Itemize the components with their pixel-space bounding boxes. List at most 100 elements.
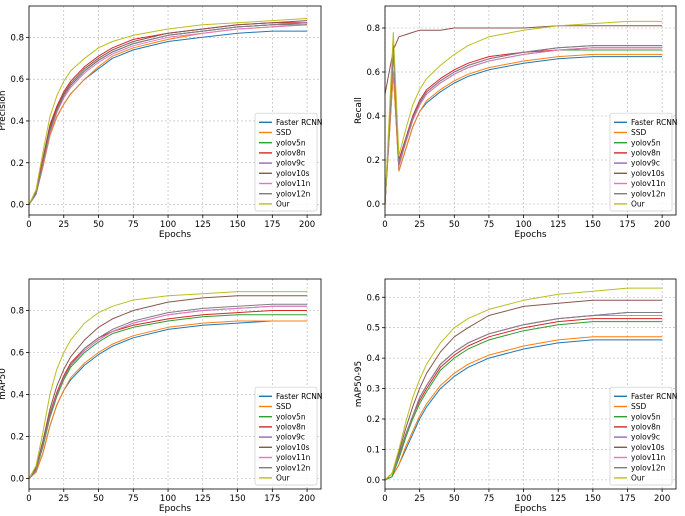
map50-legend-label: yolov8n xyxy=(276,423,306,432)
map50-xtick-label: 175 xyxy=(264,494,280,504)
map50-95-ytick-label: 0.2 xyxy=(366,415,380,425)
precision-legend-label: yolov5n xyxy=(276,138,306,147)
map50-series-line-our xyxy=(28,291,308,479)
recall-series-line-yolov10s xyxy=(384,25,663,95)
map50-legend-label: yolov5n xyxy=(276,412,306,421)
map50-xtick-label: 100 xyxy=(160,494,176,504)
recall-ytick-label: 0.8 xyxy=(366,24,380,34)
map50-series-line-yolov12n xyxy=(28,303,308,479)
precision-chart-panel: 0 25 50 75 100 125 150 175 200 0.0 0.2 0.4 0.6 0.8 Epo… xyxy=(0,5,322,240)
map50-ytick-label: 0.6 xyxy=(10,349,24,359)
map50-legend-label: Faster RCNN xyxy=(276,392,322,401)
map50-series-line-ssd xyxy=(28,320,308,479)
map50-legend xyxy=(254,386,318,486)
map50-95-ytick-label: 0.3 xyxy=(366,385,380,395)
recall-xtick-label: 150 xyxy=(585,220,601,230)
precision-ytick-label: 0.6 xyxy=(10,75,24,85)
map50-legend-label: yolov11n xyxy=(276,453,311,462)
map50-95-series-line-ssd xyxy=(384,336,663,481)
precision-series-line-our xyxy=(28,18,308,205)
map50-95-xtick-label: 150 xyxy=(585,494,601,504)
precision-yaxis-title: Precision xyxy=(0,90,8,130)
precision-xtick-label: 75 xyxy=(128,220,139,230)
map50-xtick-label: 0 xyxy=(26,494,31,504)
precision-legend-label: yolov12n xyxy=(276,189,311,198)
map50-ytick-label: 0.0 xyxy=(10,475,24,485)
map50-series-line-yolov10s xyxy=(28,295,308,479)
map50-axes-frame xyxy=(28,278,322,490)
precision-legend-label: yolov9c xyxy=(276,159,305,168)
map50-95-xtick-label: 75 xyxy=(484,494,495,504)
map50-xtick-label: 50 xyxy=(93,494,104,504)
precision-ytick-label: 0.8 xyxy=(10,33,24,43)
precision-legend-label: SSD xyxy=(276,128,292,137)
recall-xtick-label: 175 xyxy=(619,220,635,230)
recall-series-line-yolov12n xyxy=(384,45,663,205)
recall-xtick-label: 0 xyxy=(382,220,387,230)
precision-legend-label: Our xyxy=(276,200,291,209)
recall-legend-label: SSD xyxy=(631,128,647,137)
precision-legend-label: yolov11n xyxy=(276,179,311,188)
precision-ytick-label: 0.2 xyxy=(10,159,24,169)
map50-95-series-line-yolov5n xyxy=(384,321,663,481)
precision-xtick-label: 0 xyxy=(26,220,31,230)
recall-series-line-our xyxy=(384,20,663,205)
recall-legend-label: yolov10s xyxy=(631,169,665,178)
map50-95-series-line-faster-rcnn xyxy=(384,339,663,481)
recall-yaxis-title: Recall xyxy=(354,97,364,124)
map50-95-xtick-label: 175 xyxy=(619,494,635,504)
map50-xtick-label: 200 xyxy=(299,494,315,504)
map50-legend-label: yolov10s xyxy=(276,443,310,452)
map50-95-xtick-label: 125 xyxy=(550,494,566,504)
map50-95-legend-label: Our xyxy=(631,474,646,483)
precision-legend xyxy=(254,112,318,212)
map50-95-xtick-label: 100 xyxy=(515,494,531,504)
map50-95-chart-panel: 0 25 50 75 100 125 150 175 200 0.0 0.1 0.2 0.3 0.4 0.5… xyxy=(354,278,677,514)
precision-ytick-label: 0.0 xyxy=(10,201,24,211)
recall-xtick-label: 75 xyxy=(484,220,495,230)
precision-series-line-yolov10s xyxy=(28,20,308,205)
map50-xtick-label: 25 xyxy=(58,494,69,504)
precision-xtick-label: 100 xyxy=(160,220,176,230)
recall-chart-panel: 0 25 50 75 100 125 150 175 200 0.0 0.2 0.4 0.6 0.8 Epo… xyxy=(354,5,677,240)
map50-95-xaxis-title: Epochs xyxy=(514,504,547,514)
map50-95-ytick-label: 0.5 xyxy=(366,324,380,334)
recall-legend-label: yolov5n xyxy=(631,138,661,147)
map50-legend-label: yolov12n xyxy=(276,463,311,472)
precision-xtick-label: 175 xyxy=(264,220,280,230)
precision-xtick-label: 200 xyxy=(299,220,315,230)
recall-legend-label: yolov8n xyxy=(631,149,661,158)
map50-95-xtick-label: 50 xyxy=(449,494,460,504)
map50-95-ytick-label: 0.0 xyxy=(366,476,380,486)
precision-ytick-label: 0.4 xyxy=(10,117,24,127)
map50-95-series-line-yolov12n xyxy=(384,312,663,481)
recall-xtick-label: 100 xyxy=(515,220,531,230)
recall-xtick-label: 125 xyxy=(550,220,566,230)
map50-95-ytick-label: 0.4 xyxy=(366,354,380,364)
map50-chart-panel: 0 25 50 75 100 125 150 175 200 0.0 0.2 0.4 0.6 0.8 Epo… xyxy=(0,278,322,514)
precision-xtick-label: 25 xyxy=(58,220,69,230)
recall-ytick-label: 0.0 xyxy=(366,200,380,210)
map50-95-yaxis-title: mAP50-95 xyxy=(354,361,364,408)
map50-95-legend-label: Faster RCNN xyxy=(631,392,677,401)
map50-95-legend-label: yolov8n xyxy=(631,423,661,432)
map50-95-legend-label: SSD xyxy=(631,402,647,411)
recall-xtick-label: 50 xyxy=(449,220,460,230)
precision-xtick-label: 125 xyxy=(195,220,211,230)
recall-axes-frame xyxy=(384,5,677,216)
map50-xtick-label: 150 xyxy=(229,494,245,504)
map50-legend-label: SSD xyxy=(276,402,292,411)
recall-ytick-label: 0.4 xyxy=(366,112,380,122)
precision-legend-label: yolov8n xyxy=(276,149,306,158)
map50-95-legend-label: yolov10s xyxy=(631,443,665,452)
map50-ytick-label: 0.4 xyxy=(10,391,24,401)
precision-xtick-label: 150 xyxy=(229,220,245,230)
map50-95-xtick-label: 25 xyxy=(414,494,425,504)
recall-legend-label: yolov11n xyxy=(631,179,666,188)
precision-legend-label: Faster RCNN xyxy=(276,118,322,127)
map50-95-ytick-label: 0.6 xyxy=(366,293,380,303)
map50-95-legend-label: yolov12n xyxy=(631,463,666,472)
map50-95-legend-label: yolov9c xyxy=(631,433,660,442)
recall-legend-label: Our xyxy=(631,200,646,209)
